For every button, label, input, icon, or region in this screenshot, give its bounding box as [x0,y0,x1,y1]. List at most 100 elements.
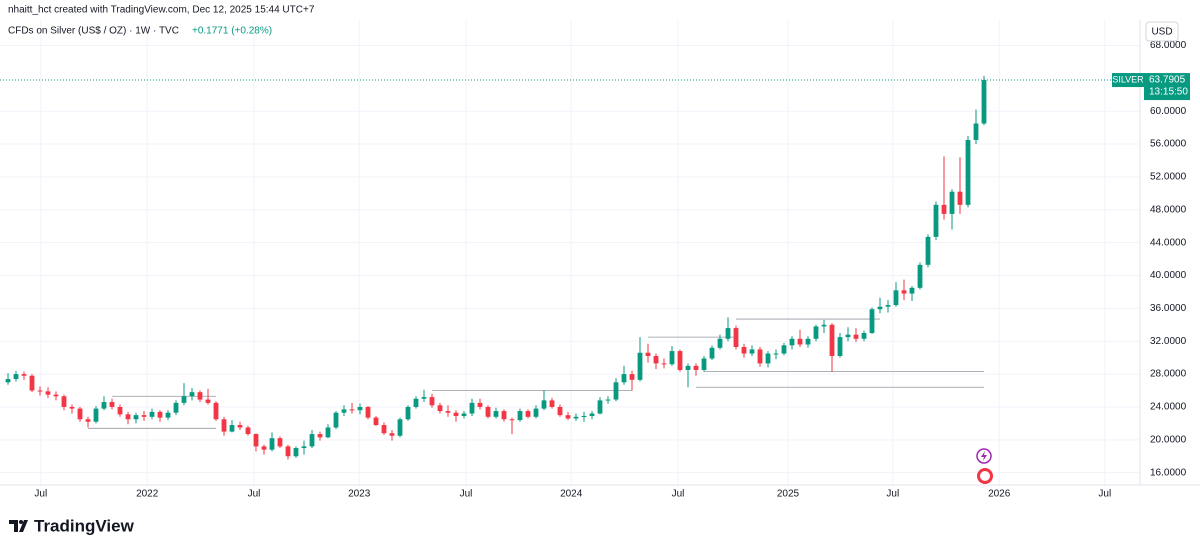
y-tick-label: 32.0000 [1150,336,1187,347]
candle-body [749,349,755,354]
candle-body [389,433,395,436]
candle-body [613,382,619,400]
candle-body [909,287,915,294]
candle-body [805,338,811,345]
x-tick-label: Jul [248,489,261,500]
candle-body [85,419,91,422]
candle-body [661,363,667,365]
candle-body [405,406,411,420]
candle-body [333,412,339,428]
candle-body [181,396,187,403]
candle-body [29,375,35,391]
candle-body [573,416,579,419]
y-tick-label: 40.0000 [1150,270,1187,281]
candle-body [581,415,587,417]
x-tick-label: Jul [1098,489,1111,500]
ticker: SILVER [1112,74,1144,84]
candle-body [565,415,571,419]
candle-body [101,402,107,409]
candle-body [645,352,651,357]
y-tick-label: 56.0000 [1150,139,1187,150]
candle-body [533,408,539,417]
candle-body [781,345,787,354]
candle-body [733,328,739,347]
y-tick-label: 44.0000 [1150,237,1187,248]
candle-body [437,405,443,412]
candle-body [485,406,491,417]
candle-body [45,391,51,395]
candle-body [933,204,939,237]
y-tick-label: 28.0000 [1150,369,1187,380]
candle-body [717,338,723,348]
candle-body [877,306,883,310]
candle-body [189,392,195,397]
candle-body [741,346,747,354]
candle-body [669,351,675,365]
x-tick-label: 2025 [777,489,800,500]
candle-body [213,402,219,420]
y-tick-label: 68.0000 [1150,40,1187,51]
candle-body [965,139,971,205]
candle-body [557,406,563,416]
candle-body [501,411,507,420]
candle-body [773,353,779,355]
candle-body [133,415,139,420]
event-icon-flag [980,471,990,481]
candle-body [461,413,467,416]
symbol-info: CFDs on Silver (US$ / OZ) · 1W · TVC [8,26,179,37]
currency[interactable]: USD [1151,27,1172,38]
candle-body [893,290,899,306]
candle-body [325,427,331,438]
candle-body [245,427,251,435]
candles-layer [5,75,987,460]
candle-body [293,448,299,457]
candle-body [301,446,307,449]
logo-dot [19,520,23,524]
candle-body [765,353,771,364]
candle-body [813,326,819,339]
candle-body [941,204,947,214]
candle-body [925,236,931,265]
candle-body [589,413,595,416]
candle-body [693,365,699,370]
x-tick-label: 2026 [988,489,1011,500]
axis-layer: 16.0000 20.0000 24.0000 28.0000 32.0000 36.00… [34,40,1190,500]
candle-body [797,338,803,345]
candle-body [37,390,43,392]
candle-body [5,379,11,383]
candle-body [605,399,611,401]
candle-body [597,400,603,414]
candle-body [973,123,979,140]
candle-body [173,402,179,413]
candle-body [125,414,131,420]
candle-body [309,434,315,447]
candle-body [677,351,683,370]
candle-body [861,333,867,339]
y-tick-label: 36.0000 [1150,303,1187,314]
candle-body [701,358,707,370]
x-tick-label: 2023 [348,489,371,500]
candle-body [253,434,259,447]
y-tick-label: 16.0000 [1150,467,1187,478]
candle-body [685,365,691,370]
x-tick-label: Jul [672,489,685,500]
candle-body [381,425,387,434]
candle-body [981,80,987,124]
candle-body [853,334,859,339]
candle-body [13,374,19,380]
candle-body [653,356,659,364]
candle-body [61,396,67,407]
y-tick-label: 20.0000 [1150,434,1187,445]
ticker-box [1112,73,1144,88]
candle-body [709,347,715,359]
candle-body [69,406,75,409]
candle-body [349,409,355,411]
candle-body [917,264,923,288]
event-icon-bolt [981,451,987,461]
candle-body [429,397,435,406]
candle-body [357,406,363,411]
currency-box[interactable] [1145,21,1179,42]
candle-body [221,419,227,432]
